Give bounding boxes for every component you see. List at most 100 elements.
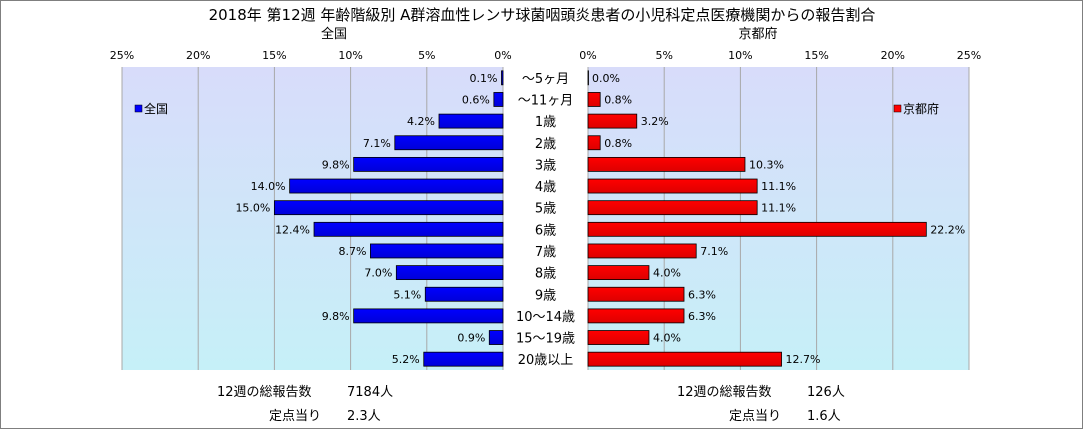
right-bar xyxy=(587,286,685,302)
category-label: 8歳 xyxy=(535,267,556,282)
right-data-label: 3.2% xyxy=(641,115,669,128)
right-data-label: 6.3% xyxy=(688,288,716,301)
left-plot-area xyxy=(122,67,503,370)
left-data-label: 12.4% xyxy=(275,223,310,236)
right-panel-subtitle: 京都府 xyxy=(738,27,777,42)
category-label: 2歳 xyxy=(535,137,556,152)
x-tick-label: 0% xyxy=(494,49,511,62)
right-bar xyxy=(587,243,697,259)
left-bar xyxy=(313,221,504,237)
right-bar xyxy=(587,200,758,216)
left-data-label: 5.2% xyxy=(392,353,420,366)
x-tick-label: 0% xyxy=(579,49,596,62)
left-data-label: 15.0% xyxy=(235,202,270,215)
left-bar xyxy=(353,308,504,324)
left-total-value: 7184人 xyxy=(347,385,393,400)
right-data-label: 10.3% xyxy=(749,158,784,171)
x-tick-label: 15% xyxy=(262,49,286,62)
x-tick-label: 10% xyxy=(728,49,752,62)
left-data-label: 9.8% xyxy=(322,158,350,171)
right-bar xyxy=(587,265,650,281)
right-total-label: 12週の総報告数 xyxy=(677,385,772,400)
right-data-label: 0.0% xyxy=(592,72,620,85)
right-bar xyxy=(587,113,638,129)
legend-right-swatch xyxy=(893,104,902,113)
left-panel-subtitle: 全国 xyxy=(321,26,347,42)
x-tick-label: 25% xyxy=(110,49,134,62)
legend-left-swatch xyxy=(134,104,143,113)
x-tick-label: 5% xyxy=(418,49,435,62)
chart-title: 2018年 第12週 年齢階級別 A群溶血性レンサ球菌咽頭炎患者の小児科定点医療… xyxy=(209,6,876,24)
right-data-label: 0.8% xyxy=(604,93,632,106)
right-data-label: 11.1% xyxy=(761,180,796,193)
footer-left: 12週の総報告数 7184人 定点当り 2.3人 xyxy=(217,385,393,424)
right-data-label: 4.0% xyxy=(653,267,681,280)
left-bar xyxy=(501,70,504,86)
legend-left-label: 全国 xyxy=(144,101,168,116)
legend-right: 京都府 xyxy=(893,101,939,116)
right-data-label: 11.1% xyxy=(761,202,796,215)
right-bar xyxy=(587,92,601,107)
left-bar xyxy=(289,178,504,194)
right-bar xyxy=(587,70,589,86)
left-per-value: 2.3人 xyxy=(347,409,381,424)
left-bar xyxy=(353,156,504,172)
x-tick-label: 20% xyxy=(881,49,905,62)
x-tick-label: 25% xyxy=(957,49,981,62)
category-label: 3歳 xyxy=(535,158,556,173)
left-data-label: 9.8% xyxy=(322,310,350,323)
category-label: 1歳 xyxy=(535,115,556,130)
category-label: 20歳以上 xyxy=(518,353,574,368)
category-label: 5歳 xyxy=(535,202,556,217)
right-data-label: 0.8% xyxy=(604,137,632,150)
left-bar xyxy=(424,286,504,302)
left-bar xyxy=(370,243,504,259)
category-label: ～5ヶ月 xyxy=(522,72,569,87)
x-tick-label: 15% xyxy=(804,49,828,62)
legend-right-label: 京都府 xyxy=(903,101,939,116)
right-bar xyxy=(587,135,601,151)
left-total-label: 12週の総報告数 xyxy=(217,385,312,400)
left-data-label: 5.1% xyxy=(393,288,421,301)
right-data-label: 4.0% xyxy=(653,332,681,345)
right-bar xyxy=(587,178,758,194)
left-per-label: 定点当り xyxy=(269,409,321,424)
legend-left: 全国 xyxy=(134,101,168,116)
left-data-label: 7.1% xyxy=(363,137,391,150)
left-data-label: 14.0% xyxy=(251,180,286,193)
left-bar xyxy=(488,330,504,345)
left-bar xyxy=(395,265,504,281)
right-total-value: 126人 xyxy=(807,385,845,400)
category-label: 15～19歳 xyxy=(516,332,575,347)
right-bar xyxy=(587,308,685,324)
right-bar xyxy=(587,156,746,172)
left-data-label: 7.0% xyxy=(364,267,392,280)
right-data-label: 7.1% xyxy=(700,245,728,258)
category-label: 4歳 xyxy=(535,180,556,195)
left-bar xyxy=(273,200,504,216)
right-bar xyxy=(587,351,782,367)
left-data-label: 0.6% xyxy=(462,93,490,106)
category-label: 10～14歳 xyxy=(516,310,575,325)
right-bar xyxy=(587,221,927,237)
footer-right: 12週の総報告数 126人 定点当り 1.6人 xyxy=(677,385,845,424)
left-data-label: 4.2% xyxy=(407,115,435,128)
left-bar xyxy=(423,351,504,367)
x-tick-label: 20% xyxy=(186,49,210,62)
right-data-label: 12.7% xyxy=(786,353,821,366)
left-bar xyxy=(493,92,504,107)
right-data-label: 22.2% xyxy=(930,223,965,236)
left-data-label: 8.7% xyxy=(338,245,366,258)
left-data-label: 0.1% xyxy=(470,72,498,85)
category-label: 9歳 xyxy=(535,288,556,303)
category-label: 7歳 xyxy=(535,245,556,260)
left-data-label: 0.9% xyxy=(457,332,485,345)
right-per-label: 定点当り xyxy=(729,409,781,424)
left-bar xyxy=(438,113,504,129)
right-bar xyxy=(587,330,650,345)
category-label: 6歳 xyxy=(535,223,556,238)
left-bar xyxy=(394,135,504,151)
category-label: ～11ヶ月 xyxy=(518,93,574,108)
